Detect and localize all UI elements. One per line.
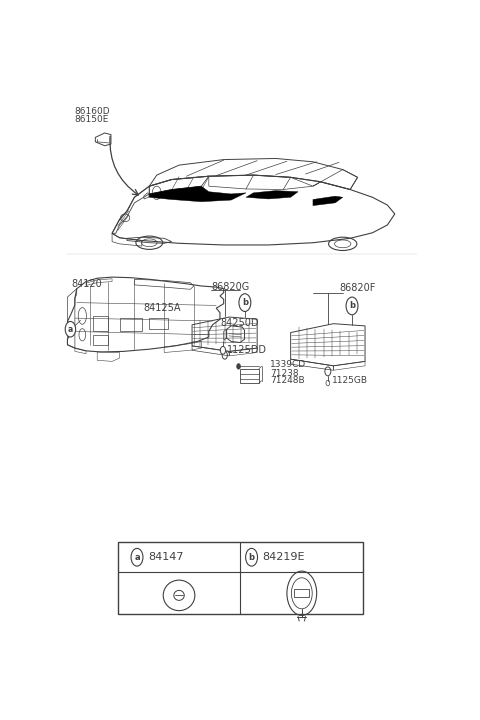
- Text: 84219E: 84219E: [263, 552, 305, 562]
- Circle shape: [131, 549, 143, 566]
- Text: b: b: [242, 298, 248, 307]
- Text: 86820G: 86820G: [212, 282, 250, 292]
- Text: 1125DD: 1125DD: [228, 346, 267, 355]
- Circle shape: [346, 297, 358, 315]
- Bar: [149, 318, 168, 329]
- Ellipse shape: [329, 237, 357, 251]
- Ellipse shape: [136, 236, 163, 249]
- Text: 84125A: 84125A: [144, 303, 181, 313]
- Polygon shape: [246, 191, 298, 199]
- Bar: [118, 542, 363, 614]
- Text: 86160D: 86160D: [74, 107, 110, 116]
- Polygon shape: [149, 186, 246, 202]
- Circle shape: [222, 351, 228, 359]
- Text: 84250D: 84250D: [220, 318, 258, 328]
- Text: 1125GB: 1125GB: [332, 376, 368, 384]
- Text: 86150E: 86150E: [74, 114, 108, 124]
- Bar: [94, 316, 108, 331]
- Text: 86820F: 86820F: [339, 283, 375, 293]
- Bar: [94, 335, 108, 345]
- Text: 84120: 84120: [71, 279, 102, 289]
- Circle shape: [246, 549, 258, 566]
- Text: 71238: 71238: [270, 369, 299, 377]
- Text: a: a: [68, 325, 73, 334]
- Bar: [294, 590, 309, 597]
- Text: 1339CD: 1339CD: [270, 360, 306, 369]
- Circle shape: [239, 294, 251, 312]
- Circle shape: [326, 380, 330, 386]
- Circle shape: [325, 367, 331, 376]
- Bar: [120, 318, 142, 331]
- Text: b: b: [249, 553, 254, 562]
- Circle shape: [237, 364, 240, 369]
- Text: 84147: 84147: [148, 552, 184, 562]
- Text: a: a: [134, 553, 140, 562]
- Polygon shape: [313, 196, 343, 206]
- Text: 71248B: 71248B: [270, 377, 305, 385]
- Circle shape: [65, 321, 76, 337]
- Circle shape: [220, 346, 226, 354]
- Text: b: b: [349, 302, 355, 310]
